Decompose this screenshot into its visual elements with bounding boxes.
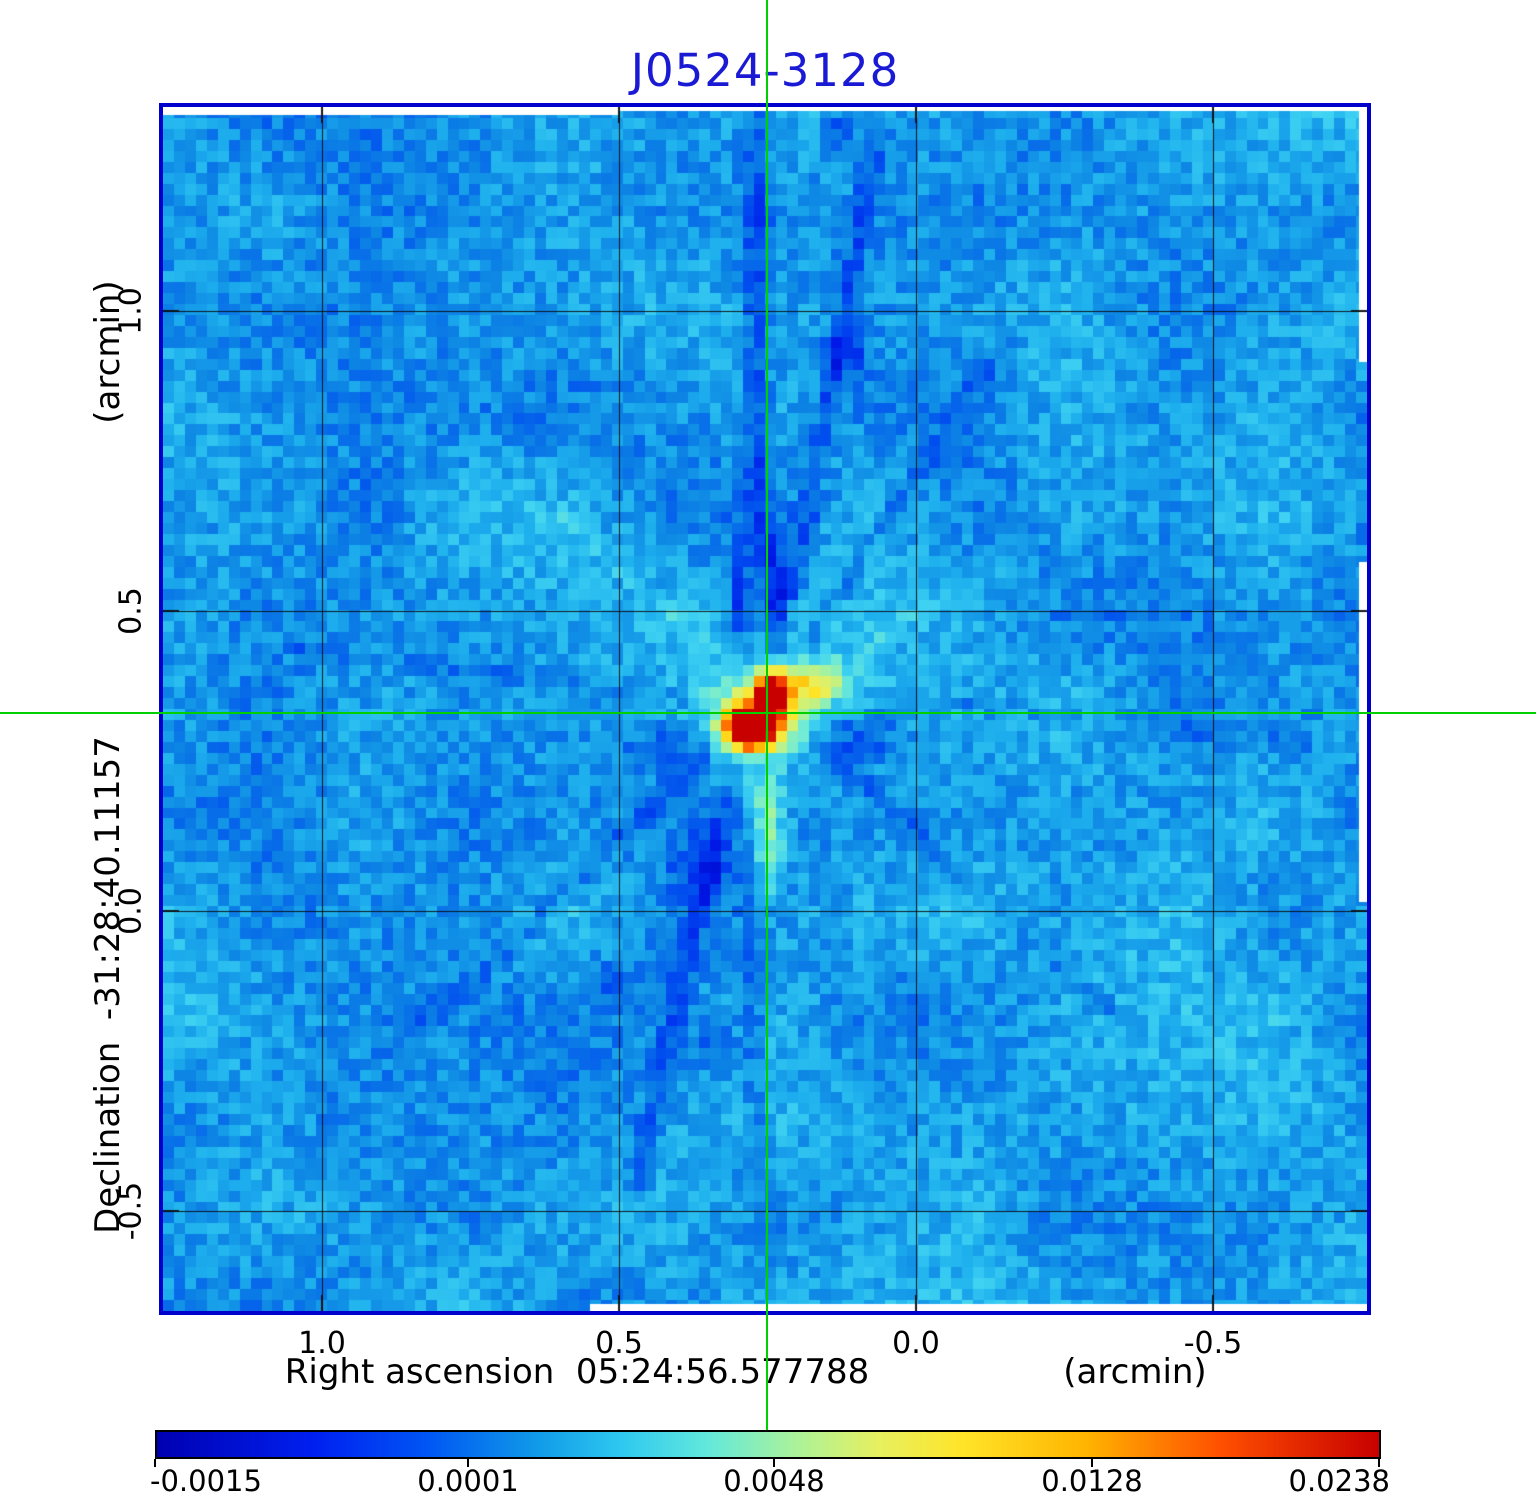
x-tick-label: 1.0	[298, 1326, 346, 1361]
colorbar-tick-mark	[773, 1459, 775, 1467]
colorbar-value-label: 0.0048	[723, 1464, 825, 1498]
page-title: J0524-3128	[630, 44, 900, 97]
crosshair-horizontal-line	[0, 712, 1536, 714]
x-axis-unit-label: (arcmin)	[1063, 1352, 1207, 1392]
x-tick-label: 0.5	[595, 1326, 643, 1361]
plot-frame	[159, 103, 1371, 1315]
x-tick-label: -0.5	[1183, 1326, 1243, 1361]
colorbar	[155, 1430, 1381, 1459]
colorbar-end-tick	[1378, 1459, 1380, 1467]
y-tick-label: 0.5	[113, 587, 149, 635]
colorbar-value-label: 0.0001	[417, 1464, 519, 1498]
sky-image-canvas[interactable]	[163, 107, 1367, 1311]
colorbar-value-label: 0.0238	[1288, 1464, 1390, 1498]
colorbar-end-tick	[154, 1459, 156, 1467]
colorbar-tick-mark	[467, 1459, 469, 1467]
y-axis-unit-label: (arcmin)	[88, 280, 128, 424]
y-axis-label: Declination -31:28:40.11157	[88, 736, 128, 1234]
x-axis-label: Right ascension 05:24:56.577788	[284, 1352, 870, 1392]
colorbar-value-label: -0.0015	[150, 1464, 262, 1498]
crosshair-vertical-line	[766, 0, 768, 1430]
colorbar-tick-mark	[1091, 1459, 1093, 1467]
x-tick-label: 0.0	[892, 1326, 940, 1361]
colorbar-value-label: 0.0128	[1041, 1464, 1143, 1498]
